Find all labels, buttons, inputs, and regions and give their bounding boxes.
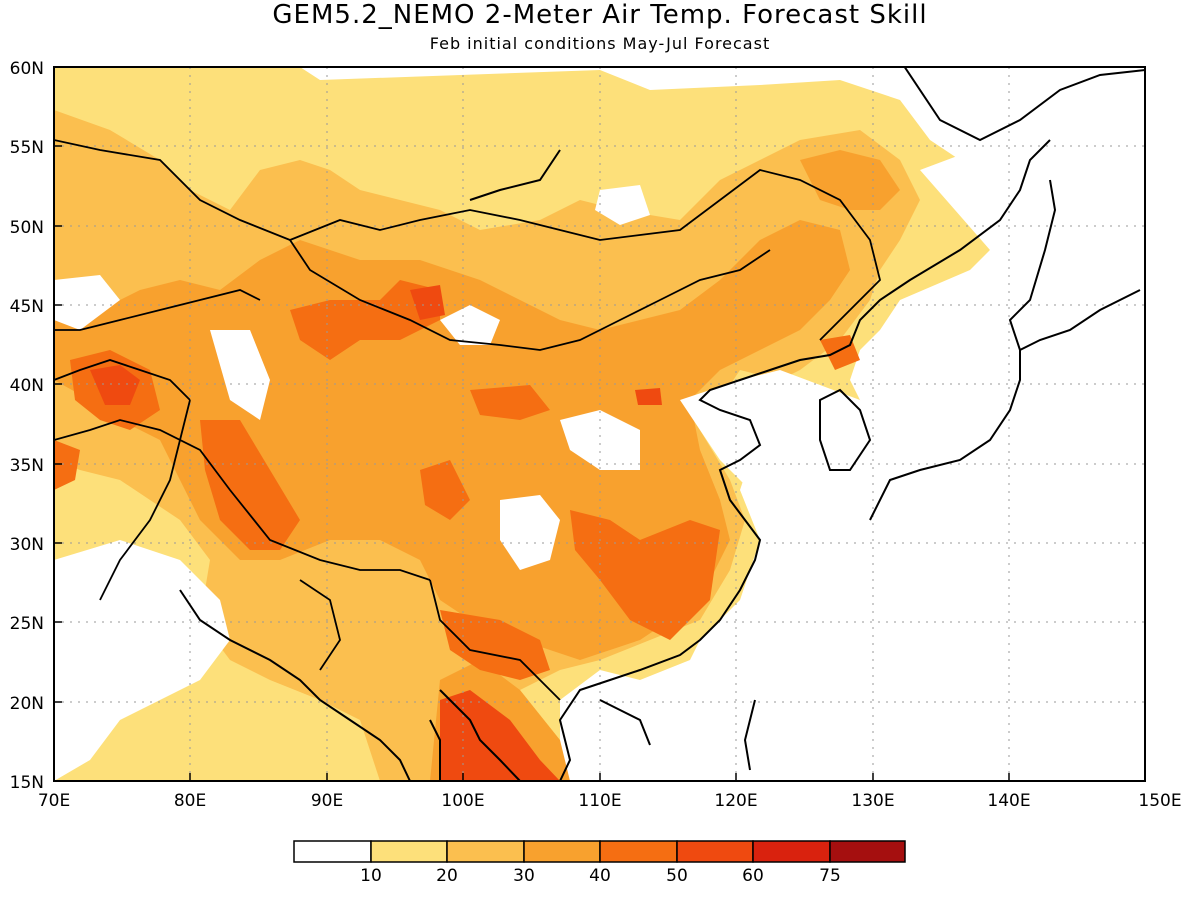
lon-tick-label: 130E	[851, 791, 894, 811]
lat-tick-label: 15N	[10, 773, 44, 793]
lon-tick-label: 80E	[174, 791, 206, 811]
skill-region-below-10	[595, 185, 650, 225]
colorbar-swatch	[370, 840, 448, 863]
skill-region-below-10	[680, 370, 1145, 781]
skill-region-50-60	[440, 690, 560, 781]
lat-tick-labels: 60N 55N 50N 45N 40N 35N 30N 25N 20N 15N	[10, 59, 44, 793]
lon-tick-label: 140E	[987, 791, 1030, 811]
colorbar-label: 20	[436, 866, 458, 886]
lat-tick-label: 50N	[10, 218, 44, 238]
lon-tick-label: 70E	[38, 791, 70, 811]
lon-tick-label: 120E	[714, 791, 757, 811]
colorbar: 10 20 30 40 50 60 75	[293, 840, 906, 886]
map-title: GEM5.2_NEMO 2-Meter Air Temp. Forecast S…	[272, 0, 928, 30]
lon-tick-label: 100E	[441, 791, 484, 811]
lon-tick-label: 150E	[1138, 791, 1181, 811]
skill-region-50-60	[410, 285, 445, 320]
axis-ticks	[53, 66, 1146, 782]
colorbar-swatch	[752, 840, 831, 863]
skill-region-30-40	[800, 150, 900, 210]
skill-region-40-50	[54, 440, 80, 490]
lon-tick-labels: 70E 80E 90E 100E 110E 120E 130E 140E 150…	[38, 791, 1182, 811]
map-subtitle: Feb initial conditions May-Jul Forecast	[429, 34, 771, 53]
skill-region-50-60	[635, 388, 662, 405]
skill-field	[54, 67, 1145, 781]
coastlines	[179, 67, 1145, 781]
colorbar-label: 60	[742, 866, 764, 886]
lat-tick-label: 60N	[10, 59, 44, 79]
lat-tick-label: 55N	[10, 138, 44, 158]
colorbar-label: 10	[360, 866, 382, 886]
skill-region-below-10	[560, 410, 640, 470]
colorbar-swatch	[446, 840, 525, 863]
lon-tick-label: 110E	[578, 791, 621, 811]
colorbar-swatch	[829, 840, 906, 863]
colorbar-label: 50	[666, 866, 688, 886]
skill-region-40-50	[420, 460, 470, 520]
colorbar-swatch	[293, 840, 372, 863]
colorbar-label: 40	[589, 866, 611, 886]
lat-tick-label: 40N	[10, 376, 44, 396]
skill-region-40-50	[470, 385, 550, 420]
skill-region-below-10	[54, 275, 120, 330]
colorbar-swatch	[523, 840, 601, 863]
lat-tick-label: 20N	[10, 694, 44, 714]
colorbar-label: 75	[819, 866, 841, 886]
colorbar-swatch	[676, 840, 754, 863]
colorbar-label: 30	[513, 866, 535, 886]
skill-region-40-50	[200, 420, 300, 550]
lat-tick-label: 30N	[10, 535, 44, 555]
skill-region-below-10	[210, 330, 270, 420]
skill-region-50-60	[90, 365, 140, 405]
lat-tick-label: 35N	[10, 456, 44, 476]
colorbar-swatch	[599, 840, 678, 863]
skill-region-below-10	[440, 305, 500, 345]
skill-region-below-10	[920, 90, 1145, 390]
lat-tick-label: 25N	[10, 614, 44, 634]
skill-region-below-10	[500, 495, 560, 570]
lon-tick-label: 90E	[311, 791, 343, 811]
country-borders	[54, 139, 881, 701]
gridlines	[54, 67, 1145, 781]
lat-tick-label: 45N	[10, 297, 44, 317]
